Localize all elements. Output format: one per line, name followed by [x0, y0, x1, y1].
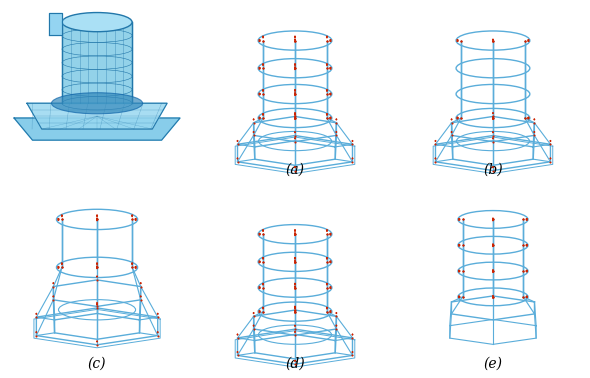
Text: (e): (e)	[483, 356, 503, 370]
Polygon shape	[14, 118, 180, 140]
Polygon shape	[62, 22, 132, 103]
Ellipse shape	[51, 93, 143, 114]
Polygon shape	[27, 103, 167, 129]
Ellipse shape	[62, 12, 132, 32]
Polygon shape	[49, 13, 62, 35]
Text: (d): (d)	[285, 356, 305, 370]
Text: (b): (b)	[483, 163, 503, 177]
Text: (a): (a)	[286, 163, 304, 177]
Text: (c): (c)	[88, 356, 106, 370]
